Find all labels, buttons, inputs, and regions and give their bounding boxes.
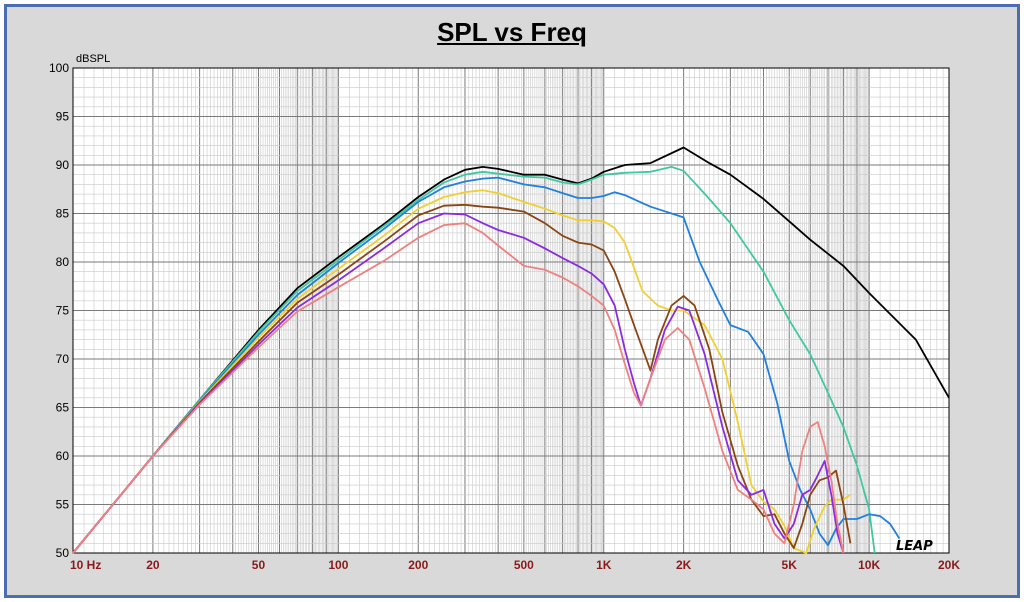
x-tick-label: 1K bbox=[596, 558, 612, 572]
series-lines bbox=[72, 146, 950, 554]
series-line bbox=[72, 166, 876, 554]
x-tick-label: 5K bbox=[782, 558, 798, 572]
axis-ticks: 50 55 60 65 70 75 80 85 90 95 100 10 Hz 20 50 100 200 50… bbox=[49, 61, 960, 572]
y-tick-label: 90 bbox=[56, 158, 70, 172]
brand-logo-text: LEAP bbox=[896, 539, 933, 554]
x-tick-label: 500 bbox=[514, 558, 534, 572]
y-tick-label: 70 bbox=[56, 352, 70, 366]
y-tick-label: 85 bbox=[56, 207, 70, 221]
x-tick-label: 10 Hz bbox=[70, 558, 101, 572]
x-tick-label: 20K bbox=[938, 558, 960, 572]
x-tick-label: 10K bbox=[858, 558, 880, 572]
series-line bbox=[72, 212, 845, 554]
y-tick-label: 100 bbox=[49, 61, 69, 75]
series-line bbox=[72, 203, 852, 554]
chart-title: SPL vs Freq bbox=[437, 17, 587, 47]
y-axis-label: dBSPL bbox=[76, 53, 110, 65]
x-tick-label: 20 bbox=[146, 558, 160, 572]
plot-grid bbox=[72, 67, 950, 554]
series-line bbox=[72, 146, 950, 554]
x-tick-label: 2K bbox=[676, 558, 692, 572]
y-tick-label: 65 bbox=[56, 401, 70, 415]
plot-border bbox=[72, 67, 950, 554]
x-tick-label: 100 bbox=[328, 558, 348, 572]
series-line bbox=[72, 222, 845, 554]
y-tick-label: 50 bbox=[56, 546, 70, 560]
series-line bbox=[72, 176, 901, 554]
x-tick-label: 50 bbox=[252, 558, 266, 572]
y-tick-label: 60 bbox=[56, 449, 70, 463]
y-tick-label: 80 bbox=[56, 255, 70, 269]
x-tick-label: 200 bbox=[408, 558, 428, 572]
y-tick-label: 95 bbox=[56, 110, 70, 124]
y-tick-label: 55 bbox=[56, 498, 70, 512]
y-tick-label: 75 bbox=[56, 304, 70, 318]
